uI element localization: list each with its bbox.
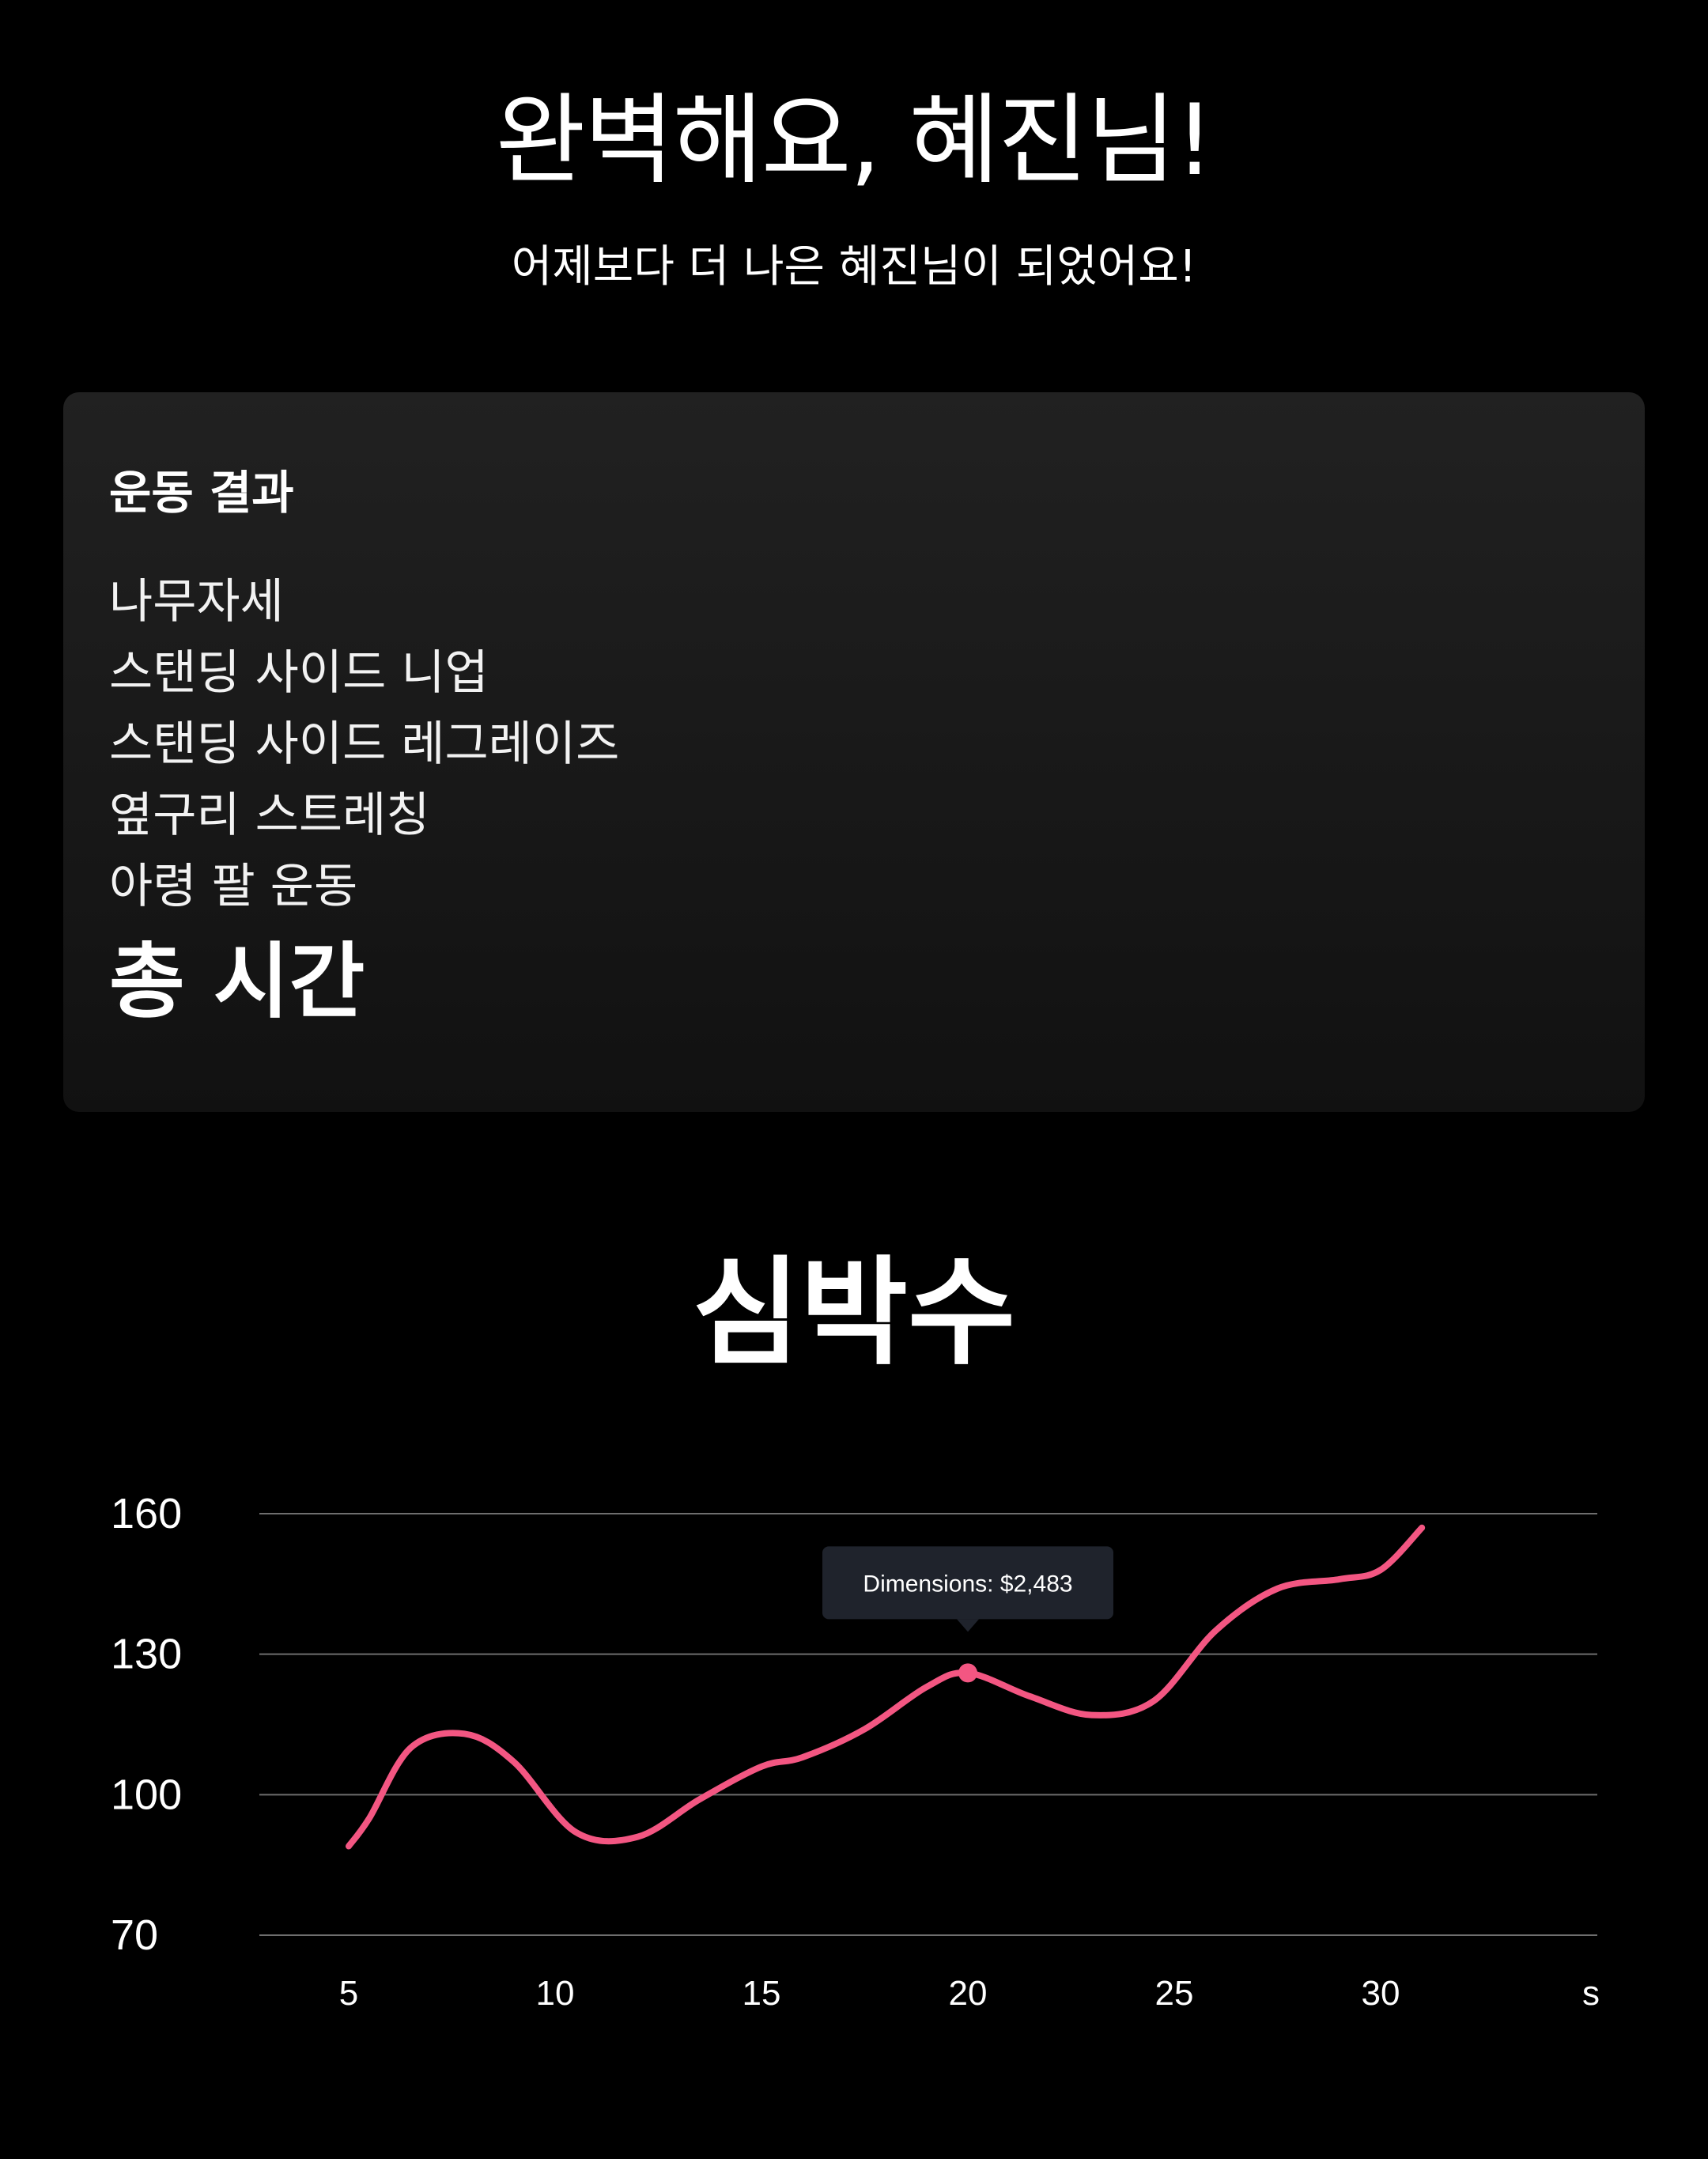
x-unit-label: s <box>1582 1974 1600 2013</box>
card-title: 운동 결과 <box>109 466 294 520</box>
page-subtitle: 어제보다 더 나은 혜진님이 되었어요! <box>511 241 1197 293</box>
tooltip-text: Dimensions: $2,483 <box>863 1571 1072 1597</box>
exercise-item: 아령 팔 운동 <box>109 859 358 914</box>
exercise-item: 나무자세 <box>109 574 284 630</box>
exercise-list: 나무자세 스탠딩 사이드 니업 스탠딩 사이드 레그레이즈 옆구리 스트레칭 아… <box>109 566 619 922</box>
page-title: 완벽해요, 혜진님! <box>495 84 1214 198</box>
total-time-label: 총 시간 <box>109 933 365 1030</box>
tooltip-box <box>822 1546 1113 1620</box>
x-tick-label: 20 <box>949 1974 988 2013</box>
tooltip-arrow <box>957 1619 979 1632</box>
exercise-item: 스탠딩 사이드 니업 <box>109 645 489 701</box>
y-tick-label: 70 <box>111 1911 158 1959</box>
exercise-item: 옆구리 스트레칭 <box>109 788 430 843</box>
highlighted-data-point[interactable] <box>958 1663 977 1683</box>
chart-title: 심박수 <box>692 1245 1016 1381</box>
workout-result-card: 운동 결과 나무자세 스탠딩 사이드 니업 스탠딩 사이드 레그레이즈 옆구리 … <box>63 392 1645 1112</box>
x-tick-label: 30 <box>1362 1974 1400 2013</box>
x-tick-label: 25 <box>1155 1974 1194 2013</box>
exercise-item: 스탠딩 사이드 레그레이즈 <box>109 717 620 772</box>
x-tick-label: 10 <box>536 1974 575 2013</box>
x-tick-label: 5 <box>339 1974 358 2013</box>
y-tick-label: 160 <box>111 1490 182 1537</box>
x-tick-label: 15 <box>743 1974 781 2013</box>
tooltip: Dimensions: $2,483 <box>822 1546 1113 1632</box>
y-tick-label: 130 <box>111 1631 182 1678</box>
heart-rate-chart: 160 130 100 70 5 10 15 20 25 30 s Dimensions: $2,… <box>111 1490 1600 2013</box>
heart-rate-line <box>346 1524 1426 1850</box>
y-tick-label: 100 <box>111 1771 182 1818</box>
